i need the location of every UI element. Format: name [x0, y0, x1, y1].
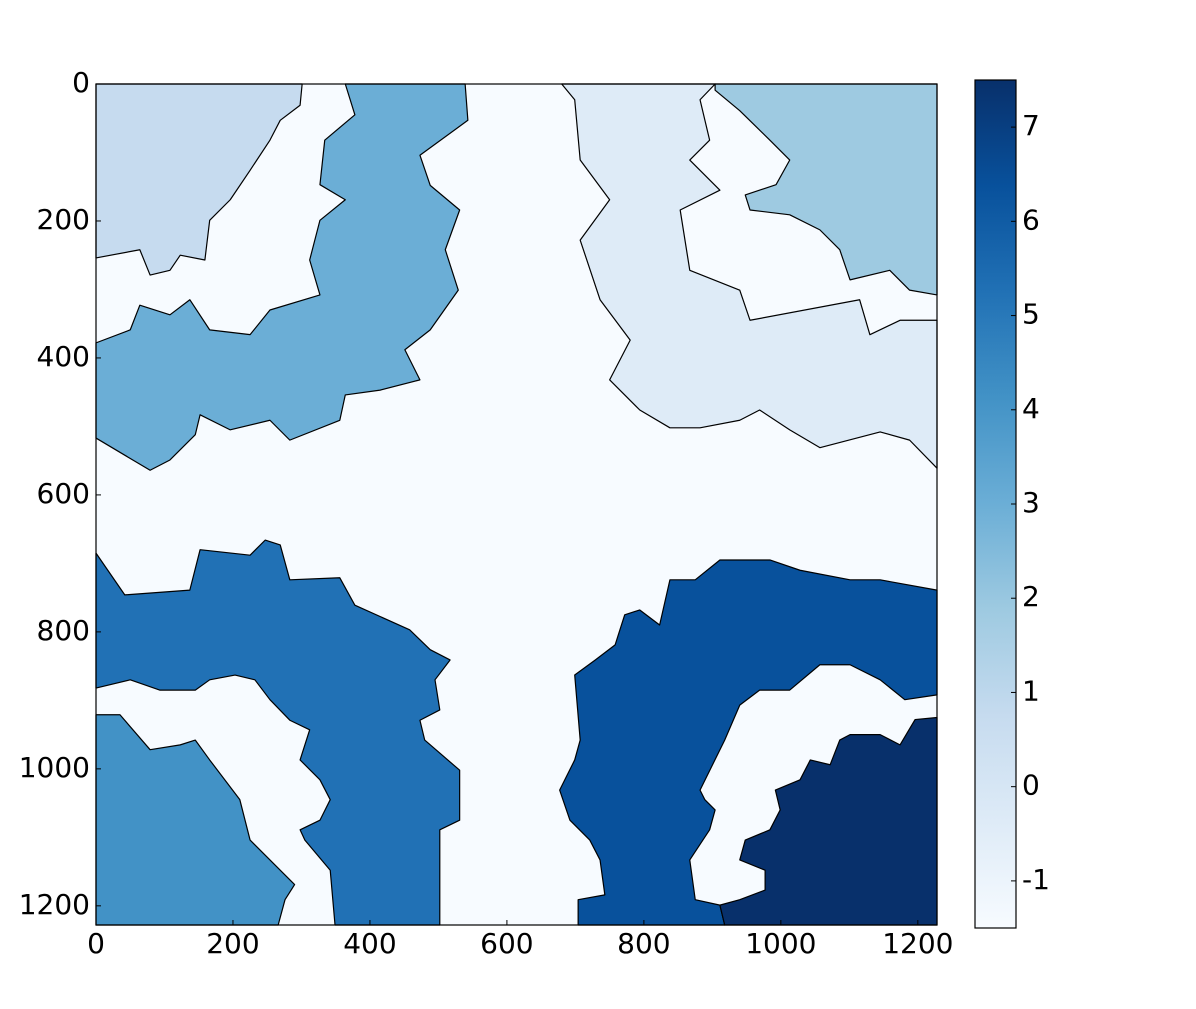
colorbar-tick-label: -1 — [1022, 863, 1050, 896]
x-tick-label: 0 — [87, 927, 105, 960]
x-tick-label: 800 — [617, 927, 670, 960]
colorbar-tick-label: 3 — [1022, 486, 1040, 519]
region — [95, 539, 461, 926]
region — [561, 83, 938, 469]
colorbar-tick-label: 5 — [1022, 298, 1040, 331]
colorbar-tick-label: 2 — [1022, 580, 1040, 613]
colorbar-tick-label: 6 — [1022, 203, 1040, 236]
colorbar — [974, 79, 1017, 929]
y-tick-label: 600 — [37, 477, 90, 510]
colorbar-tick-label: 1 — [1022, 674, 1040, 707]
x-tick-label: 1000 — [745, 927, 816, 960]
y-tick-label: 1000 — [19, 751, 90, 784]
colorbar-tick-label: 0 — [1022, 769, 1040, 802]
region — [95, 714, 296, 926]
y-tick-label: 1200 — [19, 888, 90, 921]
region — [95, 83, 303, 276]
x-tick-label: 1200 — [882, 927, 953, 960]
axes-frame — [95, 83, 938, 926]
region — [714, 83, 938, 296]
region — [95, 83, 469, 471]
region — [559, 559, 938, 926]
y-tick-label: 800 — [37, 614, 90, 647]
x-tick-label: 400 — [343, 927, 396, 960]
colorbar-tick-label: 7 — [1022, 109, 1040, 142]
region — [719, 716, 938, 926]
x-tick-label: 200 — [206, 927, 259, 960]
y-tick-label: 0 — [72, 66, 90, 99]
plot-area — [95, 83, 938, 926]
y-tick-label: 400 — [37, 340, 90, 373]
y-tick-label: 200 — [37, 203, 90, 236]
x-tick-label: 600 — [480, 927, 533, 960]
colorbar-tick-label: 4 — [1022, 392, 1040, 425]
